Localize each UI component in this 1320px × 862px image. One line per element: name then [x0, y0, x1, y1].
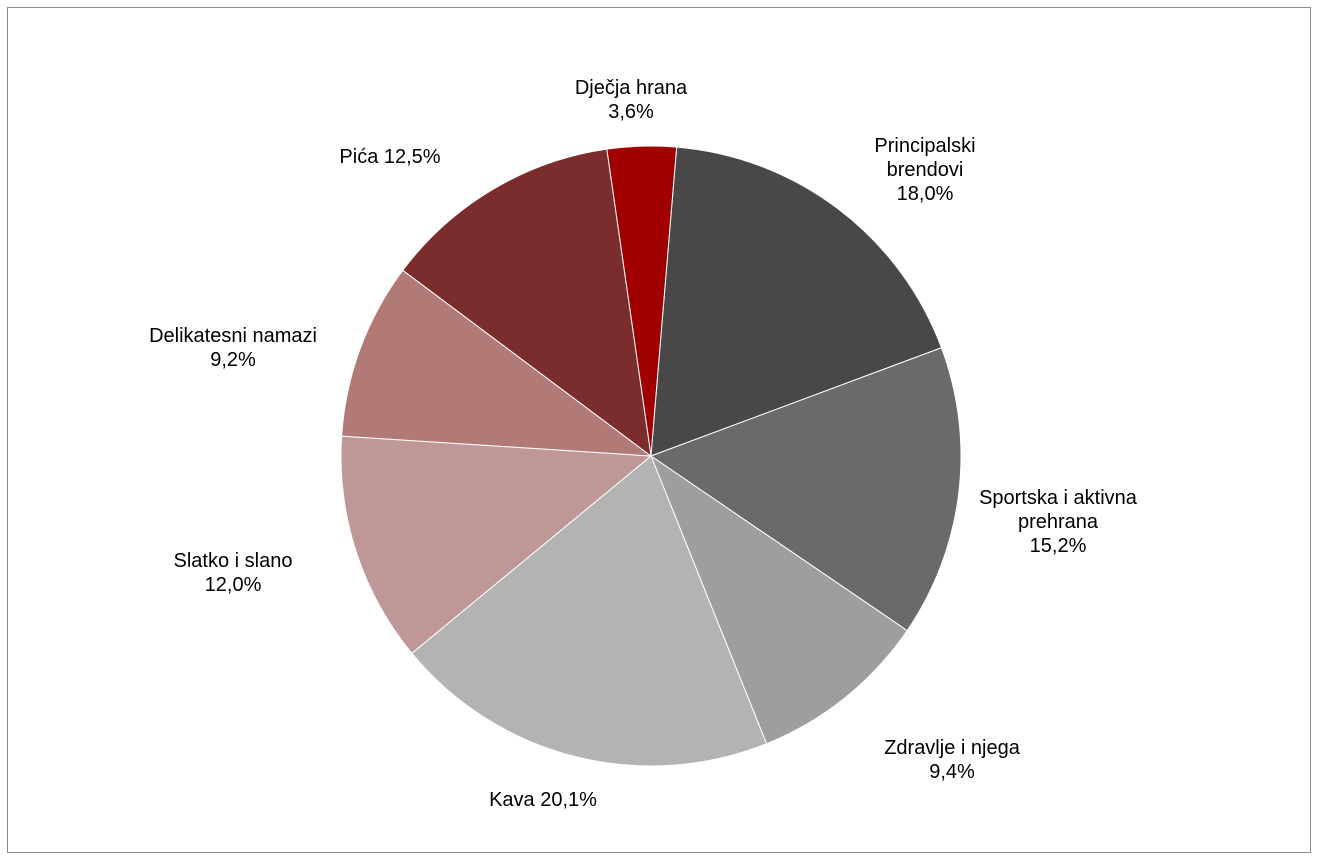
pie-slice [649, 454, 908, 745]
value-label: 9,2% [210, 349, 256, 371]
slice-label: Sportska i aktivna prehrana 15,2% [958, 486, 1158, 558]
slice-label: Dječja hrana 3,6% [521, 76, 741, 124]
value-label: 20,1% [540, 789, 597, 811]
pie-slice [340, 435, 653, 654]
value-label: 12,0% [204, 574, 262, 596]
pie-slice [341, 269, 653, 457]
pie-slice [411, 455, 768, 767]
pie-slice [650, 146, 943, 457]
value-label: 18,0% [896, 183, 954, 205]
value-label: 3,6% [608, 101, 654, 123]
category-name: Delikatesni namazi [149, 325, 317, 347]
category-name: Pića [339, 146, 379, 168]
category-name: Dječja hrana [574, 77, 688, 99]
chart-frame [7, 7, 1311, 853]
pie-slice [649, 347, 962, 632]
slice-label: Pića 12,5% [290, 145, 490, 169]
value-label: 15,2% [1029, 535, 1087, 557]
category-name: Kava [489, 789, 535, 811]
category-name: Sportska i aktivna prehrana [979, 487, 1137, 533]
slice-label: Delikatesni namazi 9,2% [103, 324, 363, 372]
slice-label: Zdravlje i njega 9,4% [842, 736, 1062, 784]
pie-slice [402, 148, 652, 458]
value-label: 9,4% [929, 761, 975, 783]
value-label: 12,5% [383, 146, 441, 168]
slice-label: Slatko i slano 12,0% [123, 549, 343, 597]
slice-label: Principalski brendovi 18,0% [850, 134, 1000, 206]
category-name: Principalski brendovi [874, 135, 976, 181]
category-name: Zdravlje i njega [884, 737, 1020, 759]
slice-label: Kava 20,1% [393, 788, 693, 812]
category-name: Slatko i slano [173, 550, 293, 572]
